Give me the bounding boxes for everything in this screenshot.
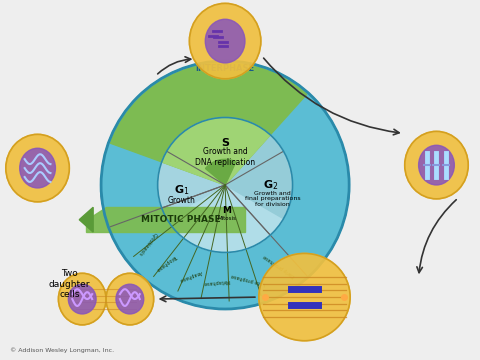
- Ellipse shape: [101, 168, 349, 218]
- Ellipse shape: [101, 168, 349, 220]
- Text: Telophase: Telophase: [156, 253, 178, 272]
- Ellipse shape: [101, 162, 349, 218]
- Ellipse shape: [68, 284, 96, 314]
- Text: Growth and
final preparations
for division: Growth and final preparations for divisi…: [245, 190, 300, 207]
- Ellipse shape: [101, 163, 349, 215]
- Ellipse shape: [190, 3, 261, 79]
- Polygon shape: [86, 207, 245, 232]
- Ellipse shape: [101, 160, 349, 212]
- Ellipse shape: [101, 163, 349, 219]
- Text: Early prophase: Early prophase: [263, 253, 296, 278]
- Wedge shape: [101, 61, 349, 309]
- Ellipse shape: [101, 171, 349, 223]
- Ellipse shape: [101, 160, 349, 216]
- Ellipse shape: [101, 166, 349, 218]
- Ellipse shape: [6, 134, 69, 202]
- Ellipse shape: [101, 170, 349, 226]
- Ellipse shape: [20, 148, 55, 188]
- Circle shape: [101, 61, 349, 309]
- Ellipse shape: [101, 167, 349, 219]
- Ellipse shape: [101, 162, 349, 214]
- Ellipse shape: [101, 166, 349, 222]
- Text: Growth: Growth: [168, 196, 195, 205]
- Ellipse shape: [101, 171, 349, 227]
- Wedge shape: [110, 63, 307, 185]
- Wedge shape: [101, 61, 349, 309]
- Text: G$_2$: G$_2$: [263, 178, 278, 192]
- Ellipse shape: [106, 273, 154, 325]
- Text: M: M: [223, 206, 232, 215]
- Ellipse shape: [259, 253, 350, 341]
- Ellipse shape: [101, 170, 349, 222]
- Wedge shape: [205, 159, 236, 185]
- Ellipse shape: [101, 165, 349, 221]
- Text: Anaphase: Anaphase: [178, 269, 203, 282]
- Ellipse shape: [101, 167, 349, 223]
- Text: INTERPHASE: INTERPHASE: [195, 64, 255, 73]
- Ellipse shape: [101, 165, 349, 217]
- Ellipse shape: [205, 19, 245, 63]
- Text: Metaphase: Metaphase: [203, 278, 230, 285]
- Ellipse shape: [419, 145, 455, 185]
- Text: © Addison Wesley Longman, Inc.: © Addison Wesley Longman, Inc.: [10, 347, 114, 353]
- Text: Growth and
DNA replication: Growth and DNA replication: [195, 148, 255, 167]
- Ellipse shape: [101, 159, 349, 215]
- Ellipse shape: [101, 158, 349, 214]
- Ellipse shape: [116, 284, 144, 314]
- Text: Cytokinesis: Cytokinesis: [137, 231, 158, 256]
- Text: Two
daughter
cells: Two daughter cells: [48, 269, 90, 299]
- Ellipse shape: [101, 161, 349, 217]
- Ellipse shape: [405, 131, 468, 199]
- Ellipse shape: [101, 164, 349, 216]
- Ellipse shape: [101, 169, 349, 225]
- Text: Late prophase: Late prophase: [231, 272, 266, 285]
- Wedge shape: [157, 118, 225, 219]
- Text: G$_1$: G$_1$: [174, 183, 189, 197]
- Ellipse shape: [101, 168, 349, 224]
- Wedge shape: [167, 185, 284, 252]
- Text: S: S: [221, 138, 229, 148]
- Polygon shape: [79, 207, 93, 232]
- Ellipse shape: [101, 170, 349, 220]
- Text: Mitosis: Mitosis: [217, 216, 237, 221]
- Ellipse shape: [101, 169, 349, 221]
- Ellipse shape: [101, 161, 349, 213]
- Ellipse shape: [59, 273, 106, 325]
- Ellipse shape: [101, 164, 349, 220]
- Text: MITOTIC PHASE: MITOTIC PHASE: [141, 215, 220, 224]
- Wedge shape: [162, 117, 270, 185]
- Wedge shape: [225, 133, 293, 219]
